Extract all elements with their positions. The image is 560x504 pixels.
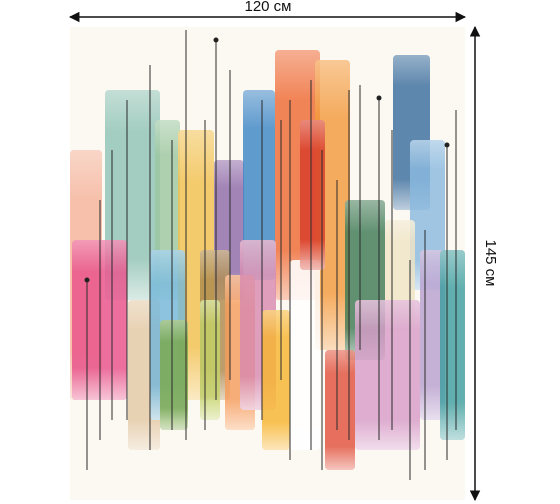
stripe-fade: [200, 300, 220, 420]
stripe-fade: [420, 250, 445, 420]
artwork: [70, 30, 465, 480]
ink-dot: [376, 95, 382, 101]
ink-dot: [444, 142, 450, 148]
ink-dot: [213, 37, 219, 43]
stripe-fade: [290, 260, 320, 450]
stripe-fade: [262, 310, 290, 450]
ink-dot: [84, 277, 90, 283]
stripe-fade: [440, 250, 465, 440]
stripe-fade: [355, 300, 420, 450]
stripe-fade: [160, 320, 188, 430]
stripe-fade: [300, 120, 325, 270]
stripe-fade: [325, 350, 355, 470]
height-label: 145 см: [482, 239, 499, 286]
width-label: 120 см: [244, 0, 291, 15]
stripe-fade: [243, 90, 275, 280]
